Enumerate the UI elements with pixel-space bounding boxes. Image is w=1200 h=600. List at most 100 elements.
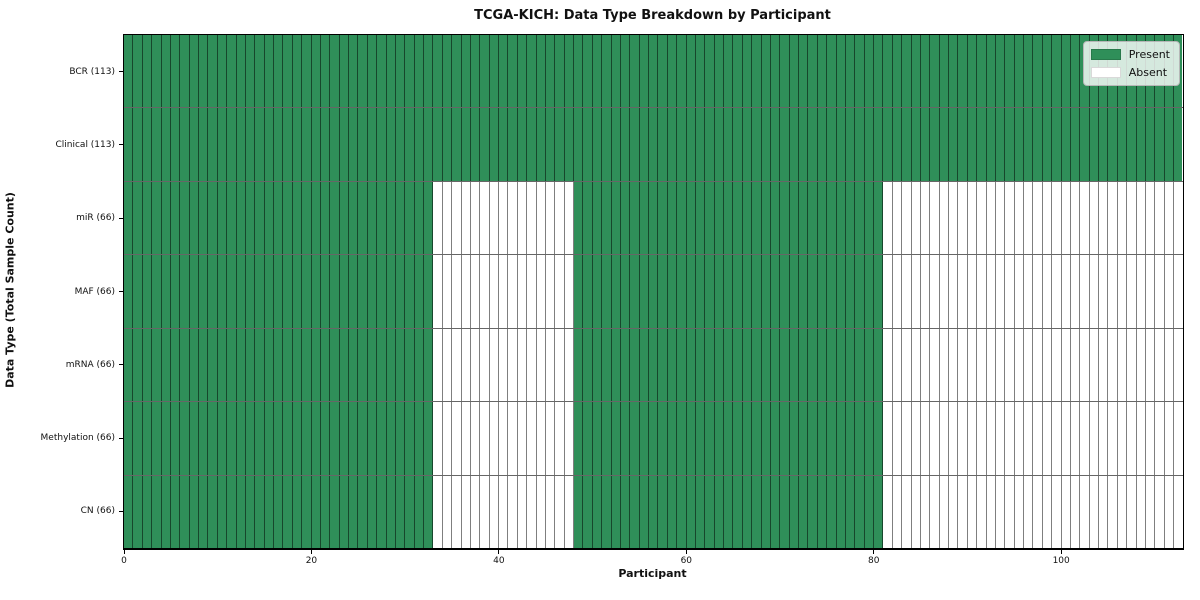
cell-present	[1080, 108, 1090, 181]
y-tick-mark	[119, 217, 124, 219]
cell-present	[592, 402, 603, 475]
cell-present	[236, 181, 246, 255]
cell-present	[620, 328, 631, 402]
cell-present	[836, 255, 846, 328]
cell-present	[695, 402, 706, 475]
cell-present	[386, 475, 396, 548]
y-axis-label: Data Type (Total Sample Count)	[3, 192, 17, 388]
cell-present	[855, 475, 865, 548]
cell-present	[620, 181, 631, 255]
cell-absent	[977, 255, 987, 328]
cell-present	[967, 35, 978, 108]
cell-absent	[517, 255, 528, 328]
cell-absent	[1145, 402, 1156, 475]
cell-absent	[1127, 402, 1137, 475]
cell-present	[977, 108, 987, 181]
cell-absent	[489, 255, 499, 328]
cell-present	[733, 328, 743, 402]
cell-present	[836, 181, 846, 255]
cell-present	[208, 402, 218, 475]
cell-present	[742, 108, 753, 181]
cell-present	[845, 255, 856, 328]
cell-present	[424, 328, 434, 402]
cell-absent	[527, 255, 537, 328]
cell-present	[264, 328, 274, 402]
cell-absent	[1127, 475, 1137, 548]
cell-present	[358, 475, 368, 548]
cell-present	[302, 255, 312, 328]
cell-present	[705, 255, 715, 328]
cell-absent	[536, 255, 546, 328]
cell-present	[517, 108, 528, 181]
y-tick-mark	[119, 510, 124, 512]
cell-present	[264, 181, 274, 255]
cell-present	[705, 402, 715, 475]
cell-present	[1145, 108, 1156, 181]
cell-present	[1024, 108, 1034, 181]
cell-present	[592, 475, 603, 548]
cell-present	[817, 181, 828, 255]
cell-absent	[902, 402, 912, 475]
cell-present	[742, 402, 753, 475]
cell-absent	[536, 328, 546, 402]
cell-present	[977, 35, 987, 108]
cell-absent	[480, 475, 490, 548]
cell-present	[386, 35, 396, 108]
cell-absent	[958, 475, 968, 548]
cell-present	[752, 108, 762, 181]
cell-present	[902, 108, 912, 181]
cell-present	[658, 108, 668, 181]
cell-present	[292, 108, 303, 181]
cell-absent	[1127, 181, 1137, 255]
cell-present	[752, 475, 762, 548]
cell-present	[255, 181, 265, 255]
cell-present	[358, 108, 368, 181]
cell-absent	[1155, 402, 1165, 475]
cell-present	[864, 181, 874, 255]
cell-absent	[1042, 328, 1053, 402]
cell-present	[320, 255, 331, 328]
cell-present	[170, 328, 181, 402]
cell-present	[592, 181, 603, 255]
cell-present	[133, 181, 143, 255]
cell-present	[864, 255, 874, 328]
cell-absent	[1014, 328, 1024, 402]
cell-present	[245, 181, 256, 255]
cell-absent	[1061, 475, 1071, 548]
cell-present	[236, 108, 246, 181]
cell-present	[667, 255, 678, 328]
cell-present	[695, 35, 706, 108]
cell-present	[620, 475, 631, 548]
cell-absent	[442, 328, 453, 402]
cell-present	[124, 108, 134, 181]
cell-present	[452, 35, 462, 108]
cell-absent	[883, 475, 893, 548]
cell-present	[170, 108, 181, 181]
cell-absent	[1099, 402, 1109, 475]
cell-present	[170, 475, 181, 548]
cell-present	[461, 35, 471, 108]
x-tick-label: 80	[868, 556, 880, 566]
cell-present	[864, 475, 874, 548]
cell-present	[1005, 108, 1015, 181]
cell-present	[517, 35, 528, 108]
cell-absent	[930, 181, 940, 255]
cell-present	[920, 108, 931, 181]
cell-absent	[1089, 181, 1099, 255]
cell-absent	[480, 255, 490, 328]
cell-absent	[1145, 255, 1156, 328]
cell-present	[620, 35, 631, 108]
cell-present	[742, 255, 753, 328]
y-tick-mark	[119, 437, 124, 439]
cell-present	[686, 328, 696, 402]
cell-absent	[958, 402, 968, 475]
cell-present	[424, 255, 434, 328]
cell-absent	[1136, 475, 1146, 548]
cell-present	[1033, 108, 1043, 181]
cell-absent	[1099, 475, 1109, 548]
cell-absent	[949, 402, 959, 475]
cell-present	[330, 35, 340, 108]
cell-absent	[1127, 328, 1137, 402]
cell-absent	[489, 181, 499, 255]
cell-present	[770, 181, 781, 255]
